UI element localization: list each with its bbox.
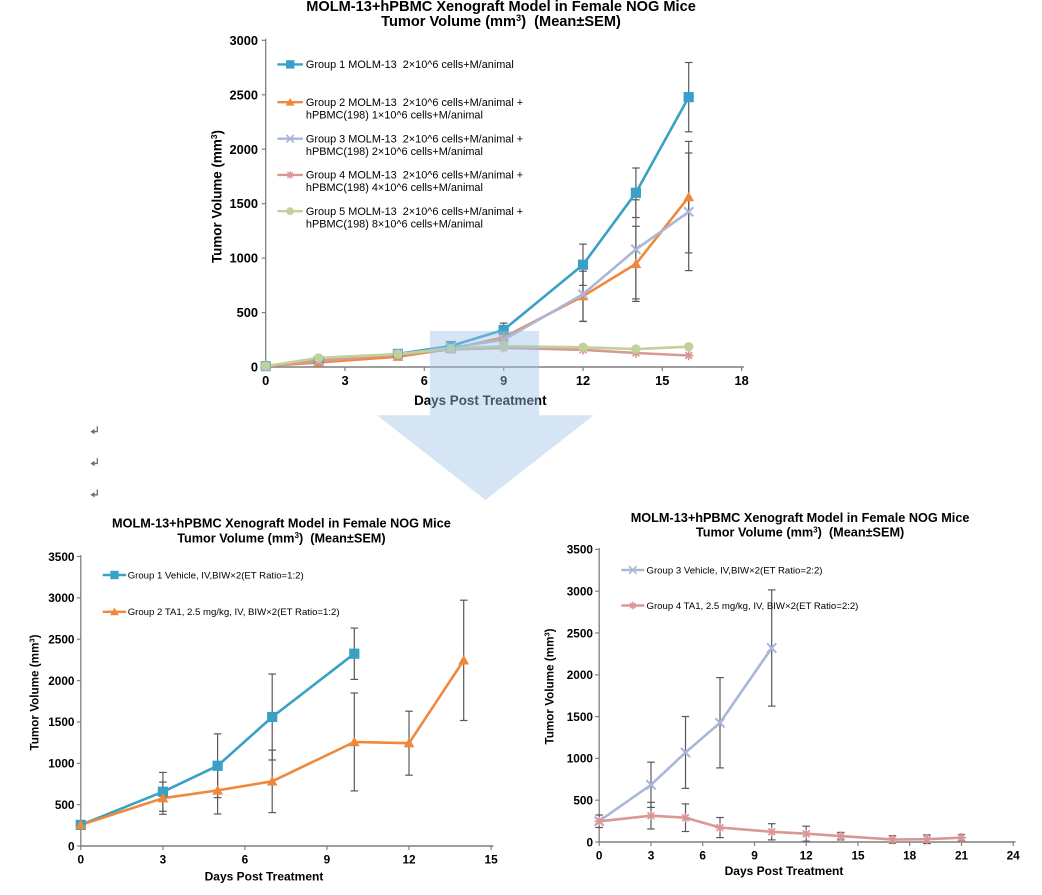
svg-text:18: 18: [903, 849, 917, 863]
svg-text:Group 1 Vehicle, IV,BIW×2(ET R: Group 1 Vehicle, IV,BIW×2(ET Ratio=1:2): [128, 570, 304, 581]
svg-text:Tumor Volume (mm3): Tumor Volume (mm3): [28, 634, 42, 750]
svg-text:2500: 2500: [230, 87, 258, 102]
svg-text:0: 0: [586, 835, 593, 849]
svg-text:3: 3: [341, 373, 348, 388]
svg-text:15: 15: [851, 849, 865, 863]
svg-text:Group 4 MOLM-13 2×10^6 cells+: Group 4 MOLM-13 2×10^6 cells+M/animal +: [306, 170, 523, 182]
svg-text:2500: 2500: [567, 626, 594, 640]
svg-text:500: 500: [55, 798, 75, 812]
svg-text:3500: 3500: [48, 550, 75, 564]
svg-text:9: 9: [751, 849, 758, 863]
svg-text:500: 500: [237, 305, 258, 320]
svg-text:0: 0: [596, 849, 603, 863]
svg-text:Days Post Treatment: Days Post Treatment: [414, 393, 547, 408]
svg-text:3000: 3000: [48, 591, 75, 605]
svg-text:Group 1 MOLM-13 2×10^6 cells+: Group 1 MOLM-13 2×10^6 cells+M/animal: [306, 59, 514, 71]
svg-text:0: 0: [68, 839, 75, 853]
svg-text:hPBMC(198) 2×10^6 cells+M/anim: hPBMC(198) 2×10^6 cells+M/animal: [306, 146, 483, 158]
svg-text:0: 0: [251, 360, 258, 375]
svg-text:MOLM-13+hPBMC Xenograft Model: MOLM-13+hPBMC Xenograft Model in Female …: [112, 517, 451, 531]
svg-text:MOLM-13+hPBMC Xenograft Model: MOLM-13+hPBMC Xenograft Model in Female …: [631, 511, 970, 525]
svg-text:Group 4 TA1, 2.5 mg/kg, IV, BI: Group 4 TA1, 2.5 mg/kg, IV, BIW×2(ET Rat…: [647, 601, 859, 612]
svg-text:6: 6: [699, 849, 706, 863]
svg-text:1500: 1500: [567, 710, 594, 724]
svg-text:Tumor Volume (mm3) (Mean±SEM): Tumor Volume (mm3) (Mean±SEM): [381, 13, 621, 30]
svg-text:500: 500: [573, 794, 593, 808]
svg-text:3000: 3000: [567, 585, 594, 599]
svg-text:Group 2 MOLM-13 2×10^6 cells+: Group 2 MOLM-13 2×10^6 cells+M/animal +: [306, 97, 523, 109]
svg-text:21: 21: [955, 849, 969, 863]
svg-text:1000: 1000: [48, 757, 75, 771]
svg-text:3: 3: [648, 849, 655, 863]
svg-text:6: 6: [421, 373, 428, 388]
svg-text:3500: 3500: [567, 543, 594, 557]
svg-text:Days Post Treatment: Days Post Treatment: [725, 864, 844, 878]
svg-text:9: 9: [500, 373, 507, 388]
svg-text:Group 2 TA1, 2.5 mg/kg, IV, BI: Group 2 TA1, 2.5 mg/kg, IV, BIW×2(ET Rat…: [128, 607, 340, 618]
svg-text:Tumor Volume (mm3): Tumor Volume (mm3): [209, 130, 224, 263]
svg-text:2000: 2000: [567, 668, 594, 682]
svg-text:Days Post Treatment: Days Post Treatment: [205, 869, 324, 883]
svg-text:15: 15: [485, 852, 499, 866]
svg-text:hPBMC(198) 8×10^6 cells+M/anim: hPBMC(198) 8×10^6 cells+M/animal: [306, 218, 483, 230]
svg-text:1000: 1000: [230, 251, 258, 266]
svg-text:6: 6: [242, 852, 249, 866]
svg-text:3: 3: [160, 852, 167, 866]
svg-text:2000: 2000: [230, 142, 258, 157]
svg-text:hPBMC(198) 4×10^6 cells+M/anim: hPBMC(198) 4×10^6 cells+M/animal: [306, 182, 483, 194]
svg-text:Group 3 Vehicle, IV,BIW×2(ET R: Group 3 Vehicle, IV,BIW×2(ET Ratio=2:2): [647, 565, 823, 576]
svg-text:24: 24: [1007, 849, 1021, 863]
svg-text:MOLM-13+hPBMC Xenograft Model: MOLM-13+hPBMC Xenograft Model in Female …: [306, 0, 696, 15]
svg-text:2500: 2500: [48, 633, 75, 647]
svg-text:15: 15: [655, 373, 669, 388]
svg-text:1500: 1500: [48, 715, 75, 729]
svg-text:Group 3 MOLM-13 2×10^6 cells+: Group 3 MOLM-13 2×10^6 cells+M/animal +: [306, 134, 523, 146]
svg-text:9: 9: [324, 852, 331, 866]
svg-text:18: 18: [734, 373, 748, 388]
svg-text:0: 0: [262, 373, 269, 388]
svg-text:Tumor Volume (mm3) (Mean±SEM): Tumor Volume (mm3) (Mean±SEM): [177, 531, 385, 545]
svg-text:12: 12: [402, 852, 416, 866]
svg-text:12: 12: [576, 373, 590, 388]
svg-text:12: 12: [800, 849, 814, 863]
svg-text:1500: 1500: [230, 196, 258, 211]
svg-text:2000: 2000: [48, 674, 75, 688]
svg-text:Tumor Volume (mm3): Tumor Volume (mm3): [543, 628, 557, 744]
svg-text:Tumor Volume (mm3) (Mean±SEM): Tumor Volume (mm3) (Mean±SEM): [696, 526, 904, 540]
svg-text:1000: 1000: [567, 752, 594, 766]
svg-text:0: 0: [78, 852, 85, 866]
svg-text:Group 5 MOLM-13 2×10^6 cells+: Group 5 MOLM-13 2×10^6 cells+M/animal +: [306, 206, 523, 218]
svg-text:hPBMC(198) 1×10^6 cells+M/anim: hPBMC(198) 1×10^6 cells+M/animal: [306, 109, 483, 121]
svg-text:3000: 3000: [230, 33, 258, 48]
